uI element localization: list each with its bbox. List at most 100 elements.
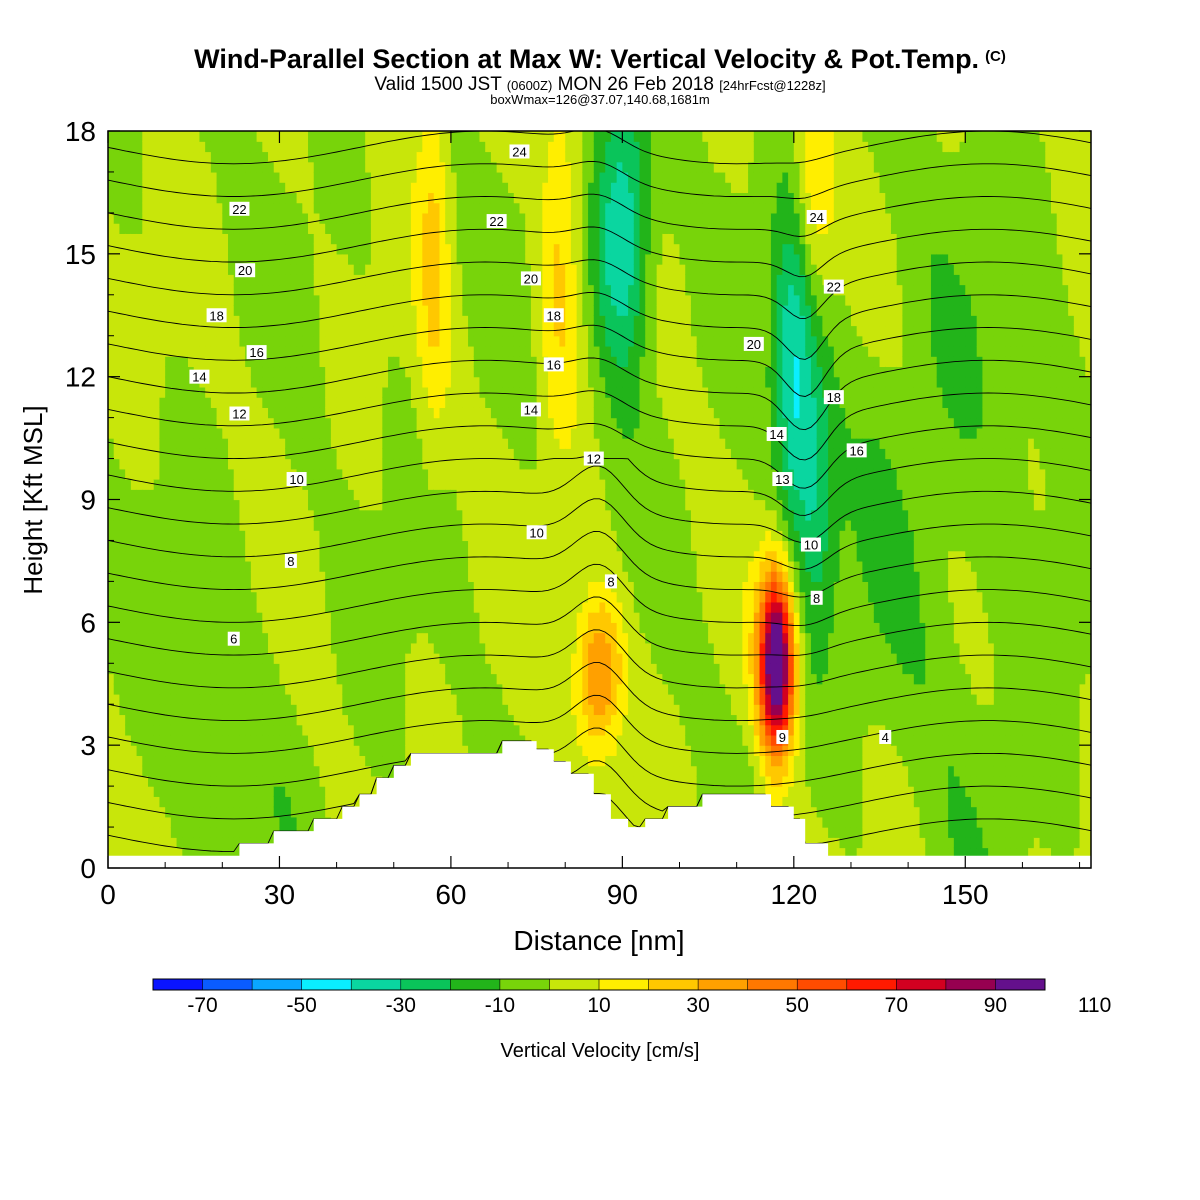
w-cell [496, 407, 503, 419]
w-cell [268, 171, 275, 183]
w-cell [268, 212, 275, 224]
w-cell [170, 356, 178, 368]
w-cell [268, 765, 275, 777]
w-cell [273, 581, 281, 593]
w-cell [222, 745, 229, 757]
w-cell [473, 202, 481, 214]
w-cell [308, 653, 315, 664]
w-cell [205, 806, 212, 818]
w-cell [399, 397, 406, 408]
w-cell [113, 294, 121, 306]
w-cell [285, 745, 292, 757]
w-cell [308, 264, 315, 275]
w-cell [239, 448, 246, 460]
w-cell [416, 612, 423, 623]
w-cell [290, 458, 298, 470]
w-cell [176, 786, 183, 797]
w-cell [313, 786, 321, 797]
w-cell [113, 632, 121, 644]
w-cell [359, 724, 366, 736]
w-cell [205, 622, 212, 634]
w-cell [416, 509, 423, 521]
w-cell [462, 591, 469, 603]
w-cell [473, 612, 481, 623]
w-cell [382, 653, 389, 664]
w-cell [319, 653, 326, 664]
w-cell [296, 612, 303, 623]
w-cell [468, 632, 475, 644]
w-cell [233, 376, 241, 388]
w-cell [308, 366, 315, 378]
w-cell [468, 386, 475, 398]
w-cell [233, 642, 241, 654]
w-cell [490, 591, 498, 603]
w-cell [296, 417, 303, 429]
w-cell [130, 161, 138, 173]
w-cell [336, 489, 343, 501]
w-cell [473, 151, 481, 163]
w-cell [330, 397, 338, 408]
w-cell [142, 386, 149, 398]
w-cell [410, 417, 418, 429]
w-cell [193, 407, 201, 419]
w-cell [159, 192, 166, 204]
w-cell [376, 243, 383, 255]
w-cell [216, 366, 223, 378]
w-cell [490, 233, 498, 245]
w-cell [399, 345, 406, 357]
w-cell [416, 315, 423, 327]
w-cell [142, 223, 149, 234]
w-cell [422, 448, 429, 460]
w-cell [445, 612, 452, 623]
w-cell [245, 775, 252, 787]
w-cell [222, 632, 229, 644]
w-cell [125, 765, 132, 777]
w-cell [359, 397, 366, 408]
w-cell [188, 591, 195, 603]
w-cell [188, 458, 195, 470]
w-cell [382, 243, 389, 255]
w-cell [279, 407, 286, 419]
w-cell [348, 284, 355, 296]
w-cell [142, 366, 149, 378]
w-cell [256, 315, 263, 327]
w-cell [125, 827, 132, 838]
w-cell [228, 253, 235, 265]
w-cell [325, 796, 332, 808]
w-cell [365, 693, 372, 705]
w-cell [256, 704, 263, 716]
w-cell [302, 530, 309, 542]
w-cell [113, 386, 121, 398]
w-cell [422, 642, 429, 654]
w-cell [388, 581, 395, 593]
w-cell [330, 673, 338, 685]
w-cell [433, 601, 441, 613]
w-cell [216, 724, 223, 736]
w-cell [268, 653, 275, 664]
w-cell [428, 223, 435, 234]
w-cell [353, 284, 361, 296]
w-cell [233, 479, 241, 490]
w-cell [250, 141, 258, 153]
w-cell [182, 366, 189, 378]
w-cell [273, 438, 281, 449]
w-cell [450, 704, 458, 716]
w-cell [468, 253, 475, 265]
w-cell [496, 622, 503, 634]
w-cell [405, 622, 412, 634]
w-cell [405, 550, 412, 562]
w-cell [479, 345, 486, 357]
w-cell [353, 243, 361, 255]
w-cell [125, 489, 132, 501]
w-cell [148, 765, 155, 777]
w-cell [170, 499, 178, 511]
w-cell [136, 325, 143, 337]
w-cell [159, 325, 166, 337]
w-cell [296, 397, 303, 408]
w-cell [245, 233, 252, 245]
w-cell [330, 601, 338, 613]
w-cell [502, 612, 509, 623]
w-cell [148, 591, 155, 603]
w-cell [422, 274, 429, 286]
w-cell [370, 448, 378, 460]
